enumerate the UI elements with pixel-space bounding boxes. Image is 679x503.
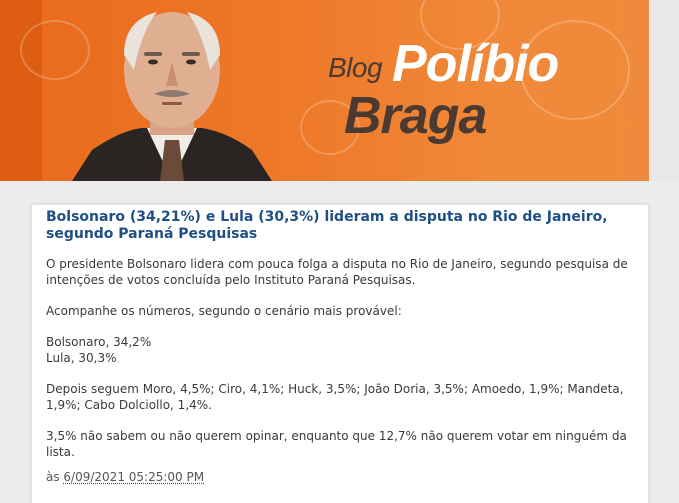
portrait-image [72, 12, 272, 181]
poll-results: Bolsonaro, 34,2% Lula, 30,3% [46, 334, 636, 366]
blog-header-banner[interactable]: Blog Políbio Braga [0, 0, 679, 181]
logo-name-last: Braga [344, 87, 487, 145]
post-body: O presidente Bolsonaro lidera com pouca … [46, 256, 636, 460]
post-paragraph-undecided: 3,5% não sabem ou não querem opinar, enq… [46, 429, 627, 459]
blog-post: Bolsonaro (34,21%) e Lula (30,3%) lidera… [32, 205, 648, 503]
post-footer: às 6/09/2021 05:25:00 PM [46, 470, 204, 484]
post-title[interactable]: Bolsonaro (34,21%) e Lula (30,3%) lidera… [46, 209, 608, 242]
speech-bubble-decoration [520, 20, 630, 120]
result-bolsonaro: Bolsonaro, 34,2% [46, 335, 152, 349]
footer-prefix: às [46, 470, 64, 484]
post-paragraph: O presidente Bolsonaro lidera com pouca … [46, 257, 628, 287]
post-paragraph: Acompanhe os números, segundo o cenário … [46, 304, 402, 318]
post-timestamp-link[interactable]: 6/09/2021 05:25:00 PM [63, 470, 205, 484]
speech-bubble-decoration [300, 100, 360, 155]
result-lula: Lula, 30,3% [46, 351, 117, 365]
post-paragraph-others: Depois seguem Moro, 4,5%; Ciro, 4,1%; Hu… [46, 382, 624, 412]
logo-name-first: Políbio [392, 35, 559, 93]
logo-blog-word: Blog [328, 52, 383, 83]
banner-right-edge [649, 0, 679, 181]
speech-bubble-decoration [20, 20, 90, 80]
